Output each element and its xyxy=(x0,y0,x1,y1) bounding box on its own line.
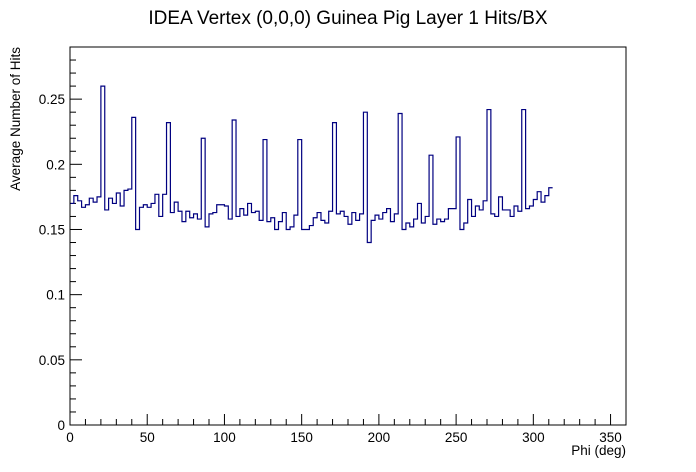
x-tick-label: 250 xyxy=(445,430,468,445)
y-tick-label: 0 xyxy=(57,418,65,433)
y-axis-label: Average Number of Hits xyxy=(8,47,23,191)
y-tick-label: 0.25 xyxy=(39,92,65,107)
x-tick-label: 300 xyxy=(522,430,545,445)
chart-title: IDEA Vertex (0,0,0) Guinea Pig Layer 1 H… xyxy=(148,8,548,29)
x-tick-label: 200 xyxy=(368,430,391,445)
plot-frame xyxy=(69,46,627,426)
x-tick-label: 50 xyxy=(140,430,155,445)
y-tick-label: 0.15 xyxy=(39,222,65,237)
x-axis-label: Phi (deg) xyxy=(571,443,626,458)
x-tick-label: 350 xyxy=(599,430,622,445)
x-tick-label: 150 xyxy=(290,430,313,445)
x-tick-label: 0 xyxy=(66,430,74,445)
histogram-step-line xyxy=(70,85,553,244)
axes: 0 50 100 150 200 250 300 350 0 0.05 0.1 0.15 0.2 0.25 xyxy=(39,46,627,445)
y-tick-label: 0.1 xyxy=(46,288,65,303)
y-tick-label: 0.05 xyxy=(39,353,65,368)
x-tick-label: 100 xyxy=(213,430,236,445)
y-tick-label: 0.2 xyxy=(46,157,65,172)
